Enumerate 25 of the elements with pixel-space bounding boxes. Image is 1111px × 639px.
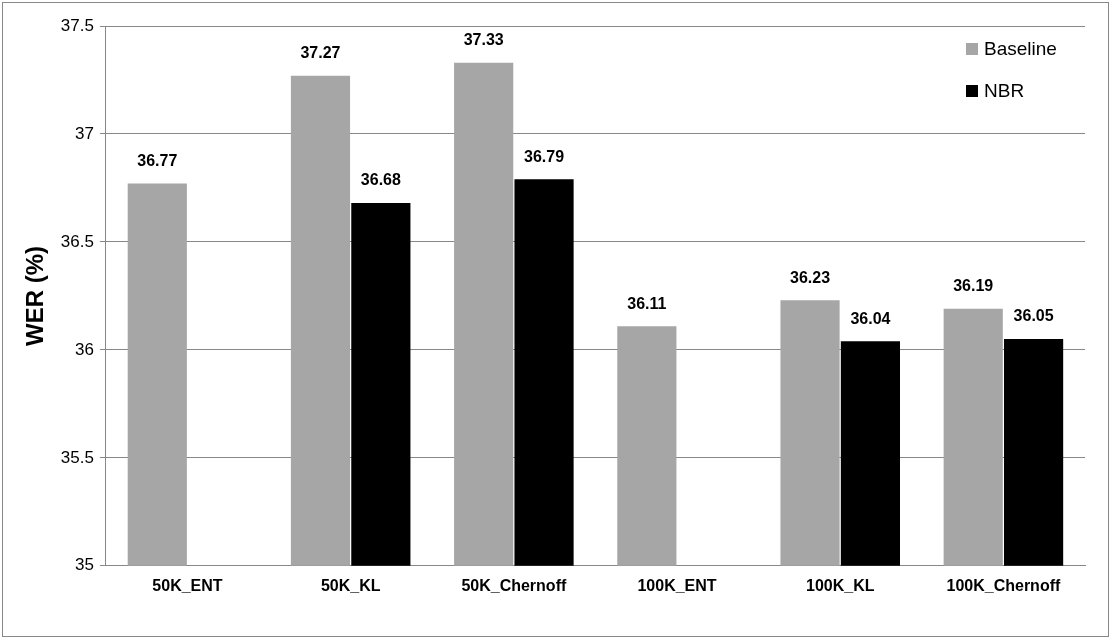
y-tick-label: 35 xyxy=(74,555,94,575)
x-tick-label: 50K_ENT xyxy=(152,576,223,594)
data-label: 36.23 xyxy=(790,268,831,286)
y-tick-label: 36 xyxy=(74,339,94,359)
data-label: 36.04 xyxy=(850,309,891,327)
x-tick-label: 50K_Chernoff xyxy=(461,576,567,594)
y-tick-label: 35.5 xyxy=(60,447,94,467)
y-axis-title: WER (%) xyxy=(21,245,49,346)
y-tick-label: 37 xyxy=(74,123,94,143)
y-tick-label: 36.5 xyxy=(60,231,94,251)
x-tick-label: 100K_Chernoff xyxy=(946,576,1061,594)
legend-label: NBR xyxy=(984,80,1025,102)
x-tick-label: 50K_KL xyxy=(320,576,381,594)
data-label: 37.27 xyxy=(300,44,341,62)
x-tick-label: 100K_KL xyxy=(805,576,875,594)
y-tick-label: 37.5 xyxy=(60,15,94,35)
data-label: 36.68 xyxy=(360,171,401,189)
data-label: 36.19 xyxy=(953,277,994,295)
data-label: 36.79 xyxy=(524,147,565,165)
data-label: 36.11 xyxy=(627,294,667,312)
legend-label: Baseline xyxy=(984,38,1057,60)
data-label: 37.33 xyxy=(463,31,504,49)
x-tick-label: 100K_ENT xyxy=(637,576,717,594)
data-label: 36.05 xyxy=(1013,307,1054,325)
data-label: 36.77 xyxy=(137,152,178,170)
